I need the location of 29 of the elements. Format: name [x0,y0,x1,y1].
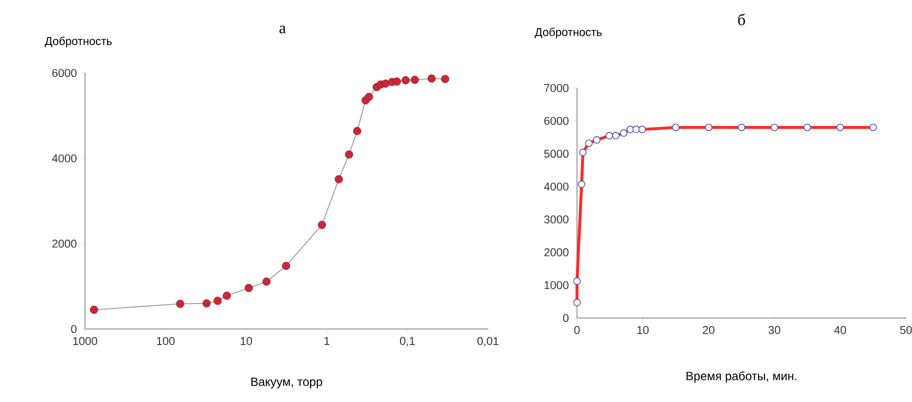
x-tick-label: 100 [157,337,175,346]
y-tick-label: 1000 [544,281,569,290]
x-tick-label: 1 [324,337,330,345]
y-tick-label: 5000 [544,150,569,158]
x-tick-label: 10 [637,326,649,334]
x-tick-label: 10 [240,337,252,346]
y-tick-label: 6000 [544,116,569,125]
x-tick-label: 0,01 [477,337,498,346]
x-tick-label: 20 [702,326,714,334]
y-tick-label: 2000 [52,240,77,248]
x-axis-title: Время работы, мин. [686,371,796,383]
y-axis-title: Добротность [534,28,602,38]
chart-title: б [738,14,745,26]
x-axis-title: Вакуум, торр [251,378,322,388]
y-tick-label: 4000 [52,154,77,162]
y-tick-label: 2000 [544,248,569,256]
y-axis-title: Добротность [44,36,112,48]
y-tick-label: 7000 [544,84,569,92]
x-tick-label: 30 [768,326,780,334]
x-tick-label: 1000 [73,337,98,346]
y-tick-label: 0 [563,314,569,322]
x-tick-label: 0 [574,326,580,334]
x-tick-label: 0,1 [400,337,415,346]
y-tick-label: 6000 [52,68,77,77]
x-tick-label: 50 [900,326,912,334]
y-tick-label: 4000 [544,182,569,191]
chart-title: а [279,26,286,34]
y-tick-label: 3000 [544,215,569,224]
x-tick-label: 40 [834,326,846,334]
